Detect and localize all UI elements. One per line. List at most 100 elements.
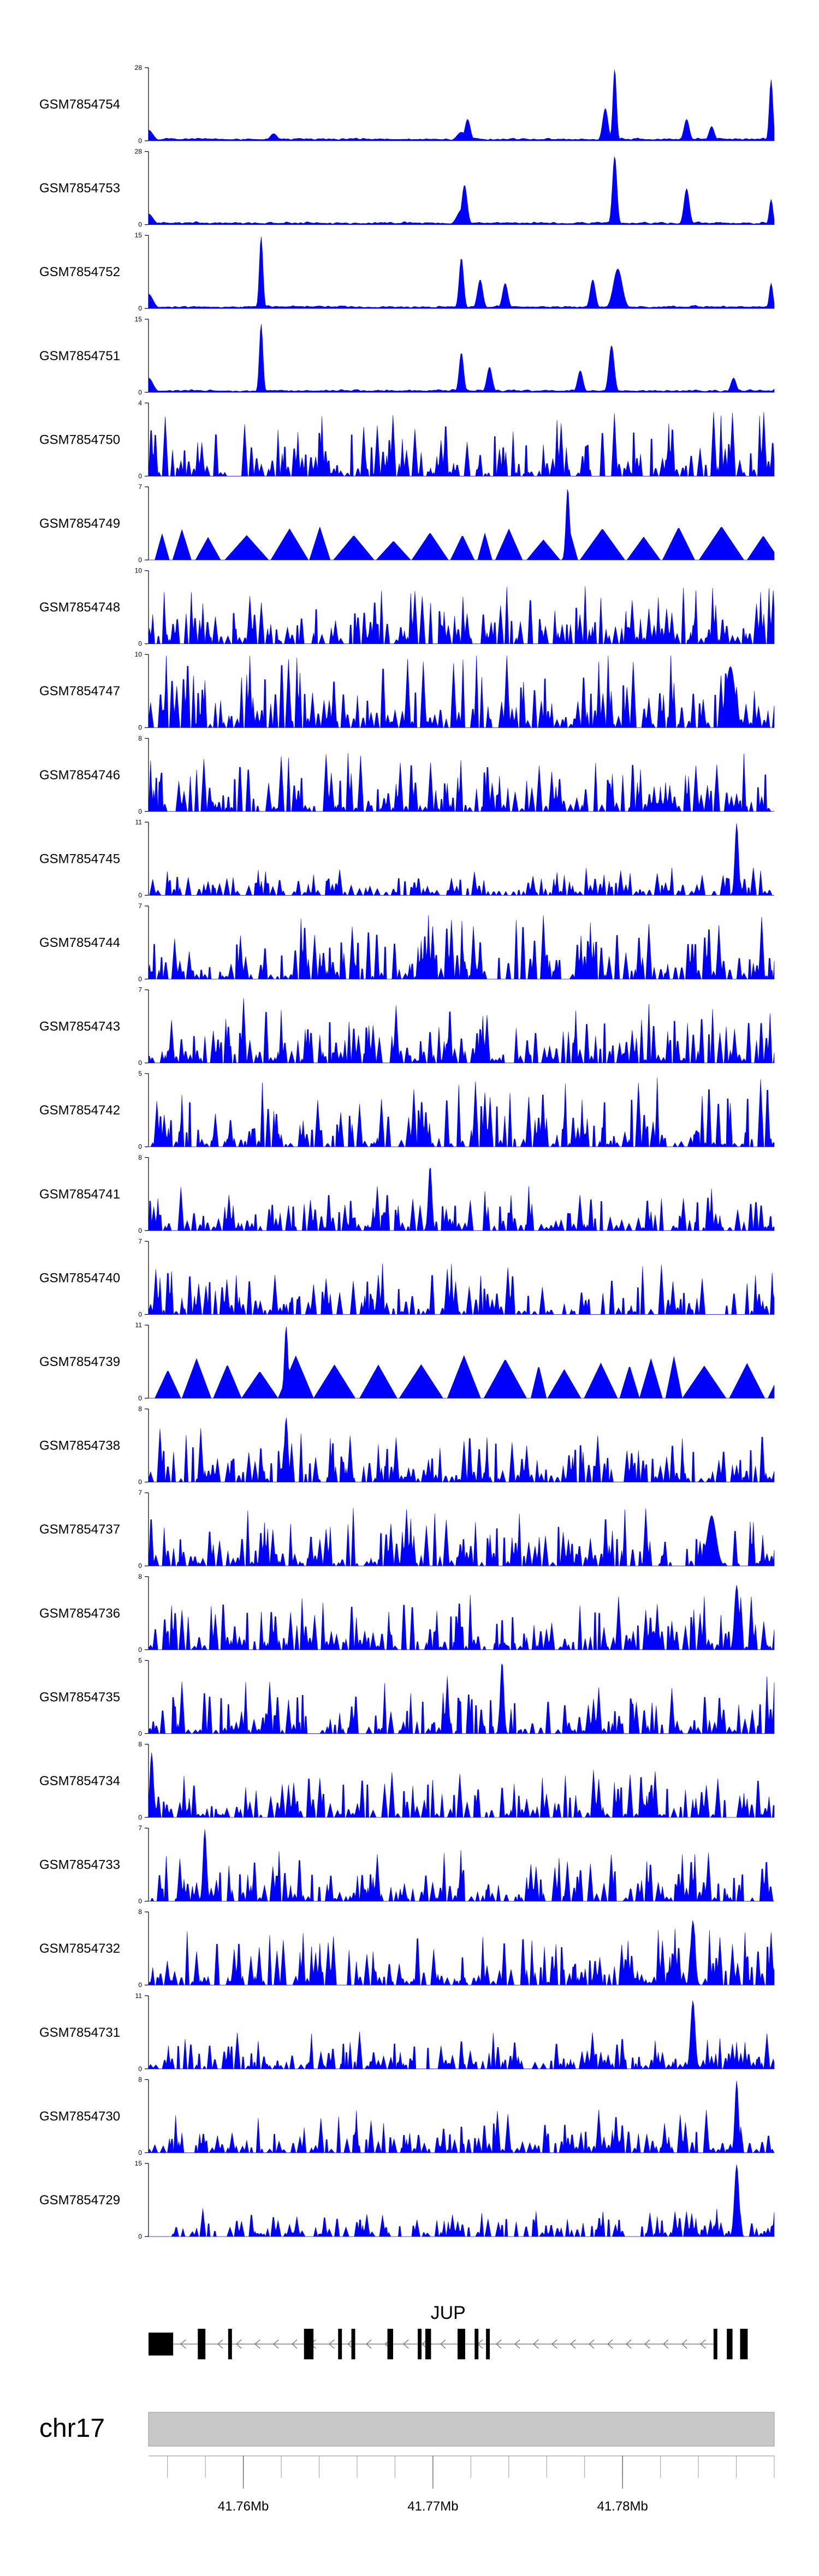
coverage-area: [148, 586, 775, 645]
track-GSM7854732: GSM7854732 8 0: [39, 1908, 775, 1989]
coverage-area: [148, 412, 775, 477]
gene-exon: [351, 2329, 355, 2359]
y-axis-max-label: 15: [135, 315, 143, 323]
gene-exon: [387, 2329, 393, 2359]
y-axis-max-label: 8: [138, 1154, 142, 1161]
y-axis-max-label: 7: [138, 1824, 142, 1832]
gene-exon: [149, 2333, 174, 2356]
y-axis-zero-label: 0: [138, 2233, 142, 2240]
coverage-area: [148, 324, 775, 393]
strand-arrow: [236, 2339, 242, 2349]
strand-arrow: [180, 2339, 186, 2349]
strand-arrow: [607, 2339, 613, 2349]
y-axis-zero-label: 0: [138, 389, 142, 396]
track-GSM7854736: GSM7854736 8 0: [39, 1573, 775, 1654]
track-label: GSM7854734: [39, 1774, 120, 1788]
track-GSM7854746: GSM7854746 8 0: [39, 735, 774, 815]
track-label: GSM7854748: [39, 600, 120, 615]
strand-arrow: [273, 2339, 279, 2349]
track-GSM7854734: GSM7854734 8 0: [39, 1740, 775, 1821]
y-axis-max-label: 15: [135, 231, 143, 239]
coverage-area: [149, 2164, 775, 2238]
y-axis-max-label: 8: [138, 2076, 142, 2083]
track-GSM7854749: GSM7854749 7 0: [39, 483, 775, 564]
track-label: GSM7854751: [39, 349, 120, 363]
track-GSM7854754: GSM7854754 28 0: [39, 64, 775, 145]
strand-arrow: [217, 2339, 223, 2349]
coverage-area: [149, 1327, 775, 1399]
y-axis-max-label: 8: [138, 735, 142, 742]
y-axis-zero-label: 0: [138, 1898, 142, 1905]
y-axis-max-label: 8: [138, 1908, 142, 1916]
track-label: GSM7854740: [39, 1271, 120, 1285]
y-axis-max-label: 10: [135, 567, 143, 575]
track-GSM7854733: GSM7854733 7 0: [39, 1824, 774, 1905]
strand-arrow: [570, 2339, 576, 2349]
strand-arrow: [514, 2339, 520, 2349]
coverage-area: [148, 655, 775, 729]
strand-arrow: [551, 2339, 557, 2349]
track-label: GSM7854750: [39, 432, 120, 447]
track-label: GSM7854739: [39, 1355, 120, 1369]
track-label: GSM7854729: [39, 2193, 120, 2208]
y-axis-zero-label: 0: [138, 1310, 142, 1318]
coverage-area: [149, 489, 775, 560]
y-axis-max-label: 5: [138, 1070, 142, 1077]
coverage-area: [148, 1507, 775, 1567]
track-label: GSM7854736: [39, 1606, 120, 1621]
track-GSM7854745: GSM7854745 11 0: [39, 818, 774, 899]
track-GSM7854740: GSM7854740 7 0: [39, 1237, 775, 1318]
gene-exon: [713, 2329, 717, 2359]
track-label: GSM7854752: [39, 265, 120, 279]
y-axis-zero-label: 0: [138, 305, 142, 312]
y-axis-max-label: 4: [138, 399, 142, 407]
track-label: GSM7854731: [39, 2025, 120, 2040]
gene-exon: [304, 2329, 314, 2359]
track-GSM7854729: GSM7854729 15 0: [39, 2160, 775, 2240]
y-axis-max-label: 15: [135, 2160, 143, 2167]
x-axis-tick-label: 41.78Mb: [597, 2499, 648, 2514]
track-label: GSM7854733: [39, 1858, 120, 1873]
strand-arrow: [589, 2339, 595, 2349]
strand-arrow: [700, 2339, 706, 2349]
y-axis-max-label: 10: [135, 651, 143, 658]
coverage-area: [149, 1077, 775, 1148]
gene-exon: [198, 2329, 206, 2359]
gene-exon: [228, 2329, 232, 2359]
strand-arrow: [254, 2339, 260, 2349]
x-axis-tick-label: 41.77Mb: [407, 2499, 458, 2514]
coverage-area: [149, 823, 774, 896]
y-axis-max-label: 11: [135, 1992, 143, 2000]
y-axis-zero-label: 0: [138, 1478, 142, 1486]
strand-arrow: [496, 2339, 502, 2349]
y-axis-zero-label: 0: [138, 1227, 142, 1235]
y-axis-max-label: 8: [138, 1573, 142, 1581]
y-axis-zero-label: 0: [138, 1981, 142, 1989]
coverage-area: [148, 915, 775, 980]
coverage-area: [148, 2080, 775, 2154]
gene-exon: [474, 2329, 479, 2359]
strand-arrow: [329, 2339, 335, 2349]
track-label: GSM7854742: [39, 1103, 120, 1118]
y-axis-zero-label: 0: [138, 1562, 142, 1570]
track-GSM7854752: GSM7854752 15 0: [39, 231, 775, 312]
track-GSM7854744: GSM7854744 7 0: [39, 902, 775, 983]
strand-arrow: [644, 2339, 650, 2349]
y-axis-max-label: 28: [135, 64, 143, 71]
y-axis-max-label: 5: [138, 1656, 142, 1664]
track-GSM7854730: GSM7854730 8 0: [39, 2076, 775, 2156]
track-GSM7854741: GSM7854741 8 0: [39, 1154, 775, 1235]
y-axis-zero-label: 0: [138, 1814, 142, 1821]
coverage-area: [148, 1263, 775, 1315]
track-label: GSM7854753: [39, 181, 120, 196]
track-GSM7854748: GSM7854748 10 0: [39, 567, 775, 648]
strand-arrow: [440, 2339, 446, 2349]
gene-label: JUP: [431, 2303, 466, 2323]
y-axis-zero-label: 0: [138, 808, 142, 815]
gene-exon: [425, 2329, 431, 2359]
track-label: GSM7854745: [39, 851, 120, 866]
track-GSM7854742: GSM7854742 5 0: [39, 1070, 775, 1150]
y-axis-max-label: 7: [138, 902, 142, 910]
chromosome-axis: chr17 41.76Mb 41.77Mb 41.78Mb: [39, 2412, 775, 2514]
